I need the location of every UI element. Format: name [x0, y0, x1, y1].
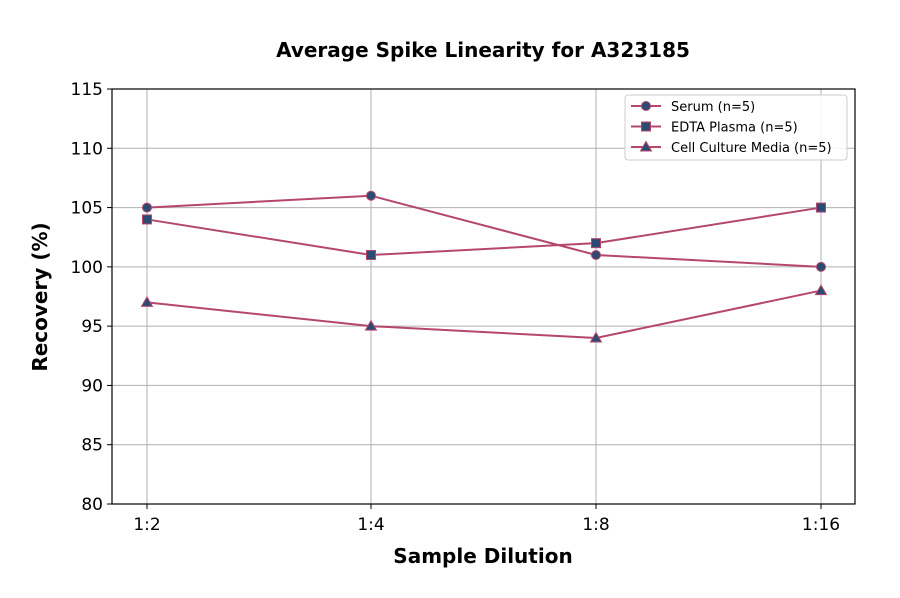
- legend-box: [624, 94, 848, 161]
- legend-label: Cell Culture Media (n=5): [671, 141, 832, 156]
- series-line: [146, 206, 822, 257]
- series-line: [146, 194, 822, 268]
- y-axis-label: Recovery (%): [28, 222, 52, 371]
- legend: Serum (n=5) EDTA Plasma (n=5) Cell Culture…: [624, 94, 848, 161]
- data-point: [816, 261, 826, 272]
- legend-marker-circle: [641, 101, 651, 111]
- y-tick-label: 90: [81, 376, 103, 396]
- data-point: [591, 250, 601, 260]
- x-tick-label: 1:2: [133, 515, 160, 535]
- data-point: [364, 319, 378, 331]
- chart-title: Average Spike Linearity for A323185: [276, 38, 690, 62]
- ticks: 80 85 90 95 100 105 110 115 1:2 1:4 1:8 1:16: [71, 80, 841, 535]
- y-tick-label: 100: [71, 258, 103, 278]
- data-point: [816, 202, 826, 213]
- series-square: [142, 202, 826, 260]
- legend-label: Serum (n=5): [671, 100, 755, 115]
- y-tick-label: 85: [81, 436, 103, 456]
- data-point: [142, 214, 152, 225]
- y-tick-label: 95: [81, 317, 103, 337]
- y-tick-label: 80: [81, 495, 103, 515]
- x-axis-label: Sample Dilution: [393, 544, 572, 568]
- data-point: [589, 331, 603, 343]
- y-tick-label: 105: [71, 199, 103, 219]
- data-point: [591, 238, 601, 249]
- x-tick-label: 1:8: [582, 515, 609, 535]
- data-point: [366, 190, 376, 201]
- x-tick-label: 1:4: [357, 515, 384, 535]
- y-tick-label: 115: [71, 80, 103, 100]
- series-lines: [140, 190, 828, 343]
- series-line: [146, 289, 822, 340]
- legend-marker-square: [641, 121, 651, 132]
- data-point: [140, 295, 154, 307]
- y-tick-label: 110: [71, 139, 103, 159]
- series-circle: [142, 190, 826, 272]
- plot-frame: [111, 88, 856, 505]
- data-point: [142, 202, 152, 213]
- x-tick-label: 1:16: [802, 515, 840, 535]
- legend-label: EDTA Plasma (n=5): [671, 121, 798, 136]
- series-triangle: [140, 284, 828, 343]
- data-point: [366, 250, 376, 260]
- legend-marker-triangle: [639, 140, 653, 152]
- data-point: [814, 284, 828, 296]
